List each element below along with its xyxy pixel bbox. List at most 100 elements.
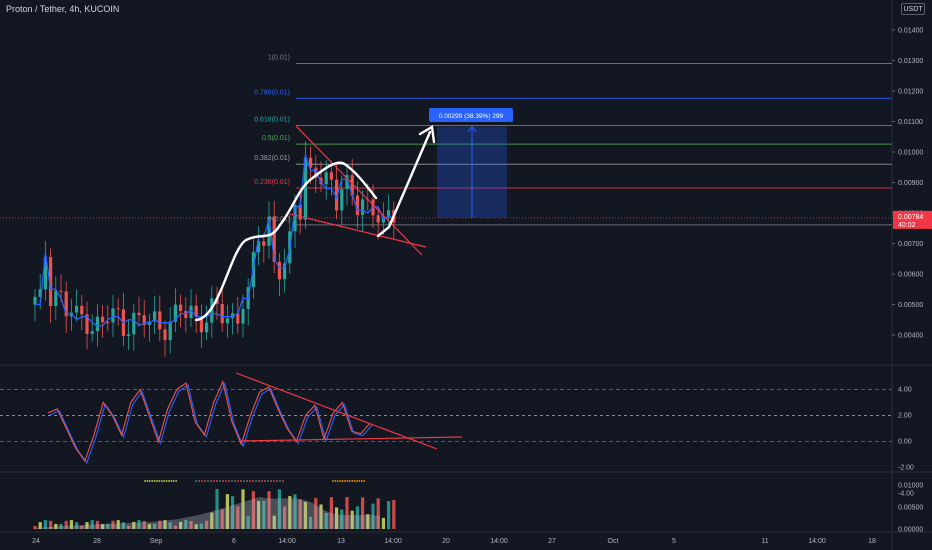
candle-body (355, 195, 359, 215)
price-tick-label: 0.01300 (898, 58, 923, 65)
candle-body (184, 310, 188, 319)
candle-body (231, 313, 235, 319)
volume-bar (329, 497, 333, 529)
price-tick-label: 0.01000 (898, 150, 923, 157)
measure-label-box (429, 108, 513, 122)
candle-body (272, 216, 276, 262)
signal-dot (168, 480, 170, 482)
projection-path[interactable] (194, 130, 432, 322)
signal-dot (261, 480, 263, 482)
wedge-upper-line[interactable] (295, 125, 423, 256)
volume-bar (288, 496, 292, 529)
volume-bar (355, 506, 359, 529)
volume-bar (324, 513, 328, 529)
candle-body (137, 312, 141, 316)
candle-body (376, 215, 380, 223)
time-axis-label: Oct (608, 538, 619, 545)
candle-body (210, 298, 214, 323)
signal-dot (276, 480, 278, 482)
wedge-lower-line[interactable] (289, 213, 427, 248)
candle-body (194, 305, 198, 317)
oscillator-trendline-lower[interactable] (239, 436, 463, 442)
signal-dot (264, 480, 266, 482)
signal-dot (151, 480, 154, 482)
candle-body (345, 175, 349, 190)
volume-bar (210, 512, 214, 529)
volume-bar (267, 491, 271, 529)
candle-body (95, 316, 99, 332)
volume-bar (241, 489, 245, 529)
candle-body (33, 296, 37, 305)
volume-bar (251, 491, 255, 529)
candle-body (179, 304, 183, 311)
signal-dot (207, 480, 209, 482)
time-axis-label: 28 (93, 538, 101, 545)
candle-body (189, 305, 193, 319)
fib-level-label: 0(0.01) (268, 216, 290, 223)
volume-bar (189, 520, 193, 529)
signal-dot (258, 480, 260, 482)
measure-label: 0.00299 (38.39%) 299 (439, 113, 504, 120)
time-axis-label: 14:00 (808, 538, 826, 545)
candle-body (116, 308, 120, 310)
signal-dot (144, 480, 146, 482)
volume-bar (199, 523, 203, 529)
candle-body (381, 217, 385, 223)
fib-level-label: 0.236(0.01) (254, 179, 290, 186)
price-tick-label: 0.01200 (898, 89, 923, 96)
signal-dot (270, 480, 272, 482)
volume-bar (158, 520, 162, 529)
currency-badge[interactable]: USDT (901, 3, 925, 15)
volume-bar (106, 523, 110, 529)
volume-bar (90, 520, 94, 529)
volume-bar (38, 522, 42, 529)
time-axis-label: 20 (442, 538, 450, 545)
candle-body (132, 312, 136, 335)
volume-bar (69, 520, 73, 529)
fib-level-label: 1(0.01) (268, 55, 290, 62)
oscillator-trendline-upper[interactable] (235, 372, 438, 450)
candle-body (111, 308, 115, 323)
signal-dot (341, 480, 344, 482)
candle-body (90, 331, 94, 334)
signal-dot (267, 480, 269, 482)
volume-bar (85, 522, 89, 529)
volume-bar (283, 506, 287, 529)
volume-bar (277, 489, 281, 529)
candle-body (298, 204, 302, 220)
signal-dot (234, 480, 236, 482)
signal-dot (160, 480, 163, 482)
price-tick-label: 0.01100 (898, 119, 923, 126)
volume-bar (392, 499, 396, 529)
candle-body (205, 322, 209, 333)
volume-bar (163, 520, 167, 529)
price-tick-label: 0.01400 (898, 28, 923, 35)
measure-arrow-head (467, 125, 477, 132)
price-tick-label: 0.00700 (898, 241, 923, 248)
signal-dot (146, 480, 149, 482)
candle-body (49, 257, 53, 307)
volume-bar (381, 517, 385, 529)
volume-bar (43, 520, 47, 529)
signal-dot (165, 480, 168, 482)
signal-dot (175, 480, 178, 482)
volume-bar (127, 525, 131, 529)
volume-bar (371, 503, 375, 529)
signal-dot (356, 480, 358, 482)
candle-body (153, 311, 157, 322)
candle-body (314, 167, 318, 178)
signal-dot (198, 480, 200, 482)
symbol-title: Proton / Tether, 4h, KUCOIN (6, 4, 120, 14)
volume-bar (319, 504, 323, 529)
signal-dot (279, 480, 281, 482)
volume-bar (49, 520, 53, 529)
signal-dot (255, 480, 257, 482)
candle-body (158, 311, 162, 330)
oscillator-signal-line (49, 381, 373, 465)
volume-bar (64, 520, 68, 529)
time-axis-label: 5 (672, 538, 676, 545)
time-axis-label: 14:00 (278, 538, 296, 545)
time-axis-label: 18 (868, 538, 876, 545)
volume-bar (111, 520, 115, 529)
